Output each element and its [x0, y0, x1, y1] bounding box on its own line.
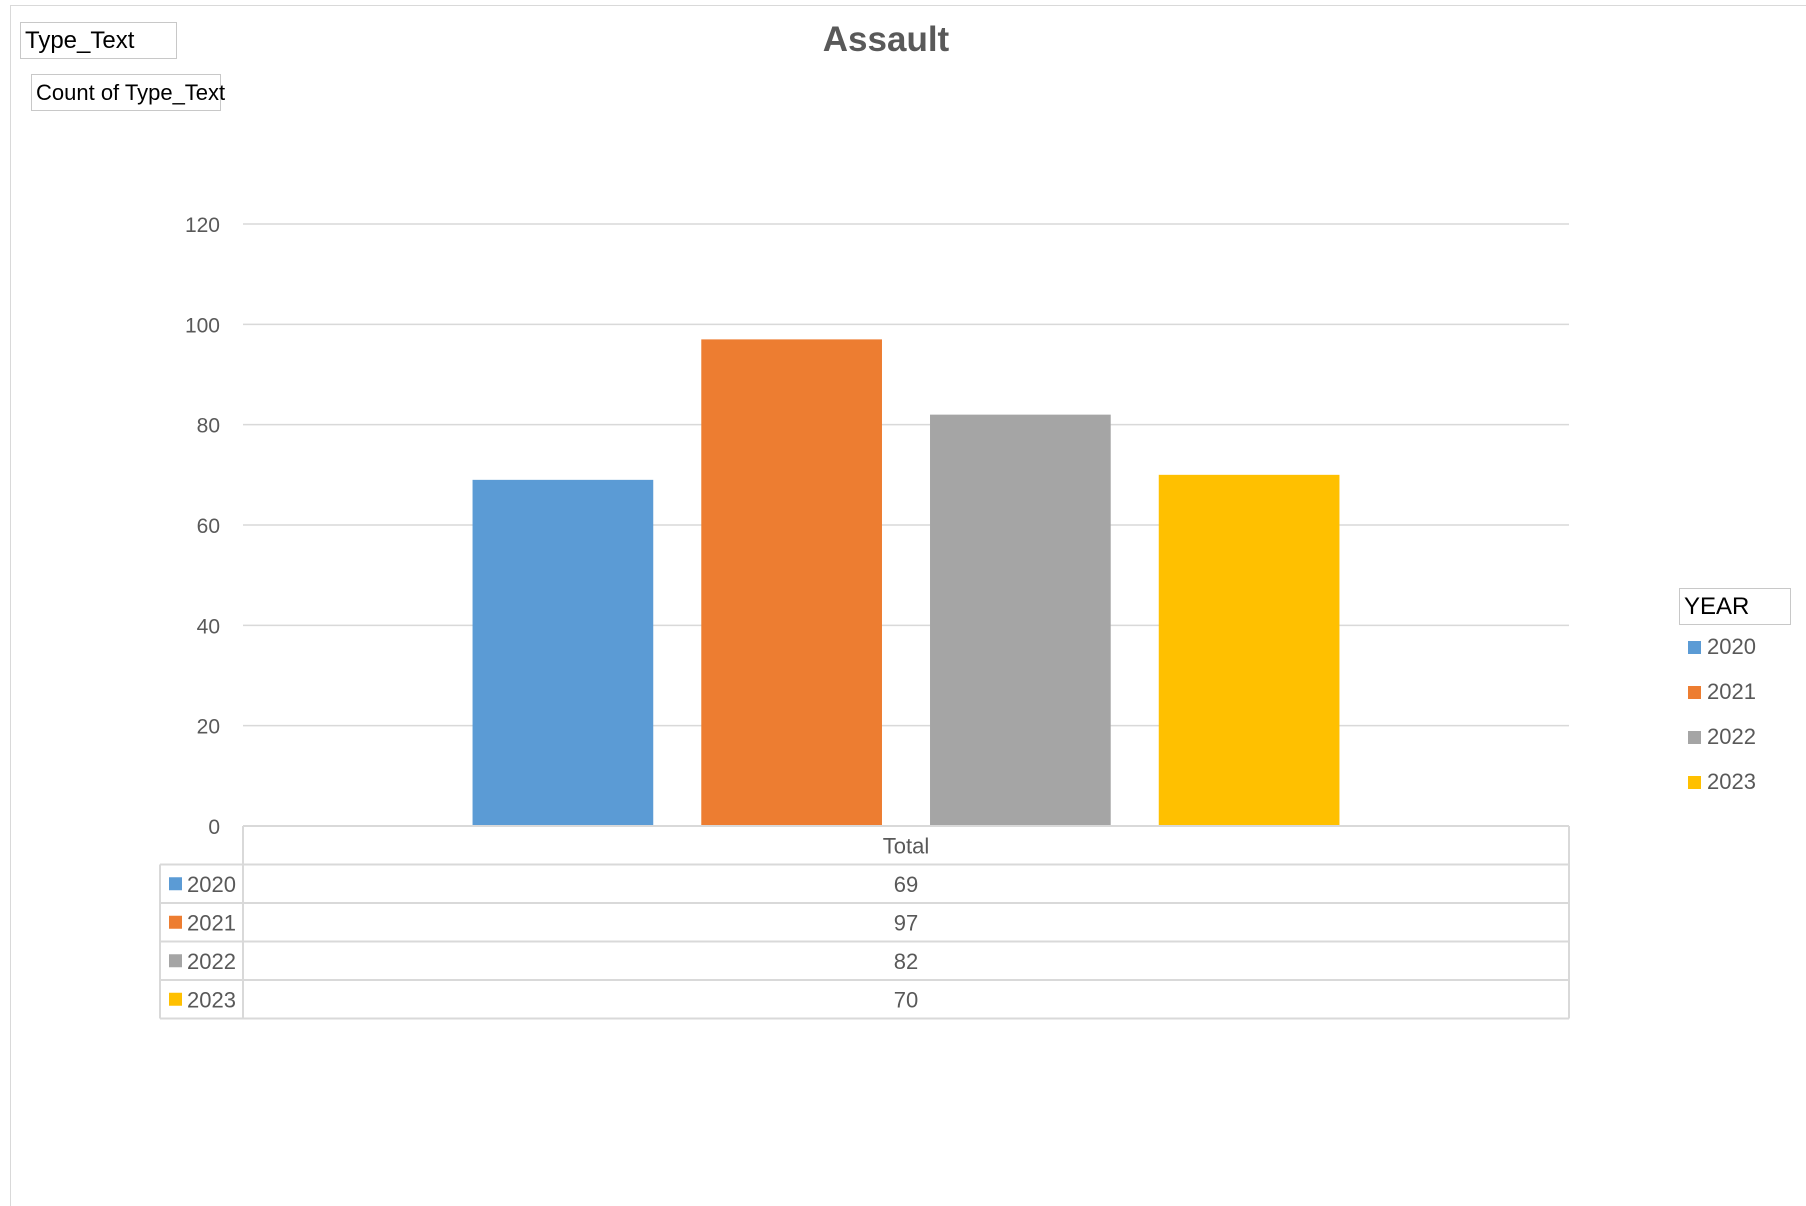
- legend-label: 2022: [1707, 724, 1756, 749]
- y-tick-label: 40: [197, 615, 220, 638]
- y-tick-label: 0: [208, 816, 220, 839]
- category-label: Total: [883, 833, 929, 858]
- legend-label: 2020: [1707, 634, 1756, 659]
- bar-2022: [930, 414, 1111, 826]
- legend: 2020 2021 2022 2023: [1688, 632, 1756, 812]
- table-swatch-2021: [169, 915, 182, 929]
- y-tick-label: 120: [185, 214, 220, 237]
- y-tick-label: 60: [197, 515, 220, 538]
- table-series-label: 2020: [187, 872, 236, 897]
- filter-field-button[interactable]: Type_Text: [20, 22, 177, 59]
- legend-item: 2020: [1688, 632, 1756, 677]
- y-tick-label: 20: [197, 716, 220, 739]
- bar-2020: [472, 479, 654, 826]
- legend-item: 2021: [1688, 677, 1756, 722]
- legend-field-button[interactable]: YEAR: [1679, 588, 1791, 625]
- legend-item: 2022: [1688, 722, 1756, 767]
- y-tick-label: 100: [185, 314, 220, 337]
- legend-swatch: [1688, 641, 1701, 654]
- table-swatch-2023: [169, 992, 182, 1006]
- table-swatch-2020: [169, 877, 182, 891]
- table-series-label: 2021: [187, 910, 236, 935]
- bar-2023: [1158, 474, 1340, 826]
- data-label: 82: [894, 949, 918, 974]
- legend-item: 2023: [1688, 767, 1756, 812]
- legend-swatch: [1688, 686, 1701, 699]
- table-series-label: 2023: [187, 987, 236, 1012]
- values-field-button[interactable]: Count of Type_Text: [31, 74, 225, 111]
- data-label: 69: [894, 872, 918, 897]
- legend-label: 2021: [1707, 679, 1756, 704]
- data-label: 70: [894, 987, 918, 1012]
- table-swatch-2022: [169, 954, 182, 968]
- chart-area: [10, 5, 1806, 1206]
- legend-swatch: [1688, 731, 1701, 744]
- y-tick-label: 80: [197, 415, 220, 438]
- chart-title: Assault: [822, 20, 950, 59]
- legend-label: 2023: [1707, 769, 1756, 794]
- table-series-label: 2022: [187, 949, 236, 974]
- data-label: 97: [894, 910, 918, 935]
- bar-2021: [701, 339, 882, 826]
- legend-swatch: [1688, 776, 1701, 789]
